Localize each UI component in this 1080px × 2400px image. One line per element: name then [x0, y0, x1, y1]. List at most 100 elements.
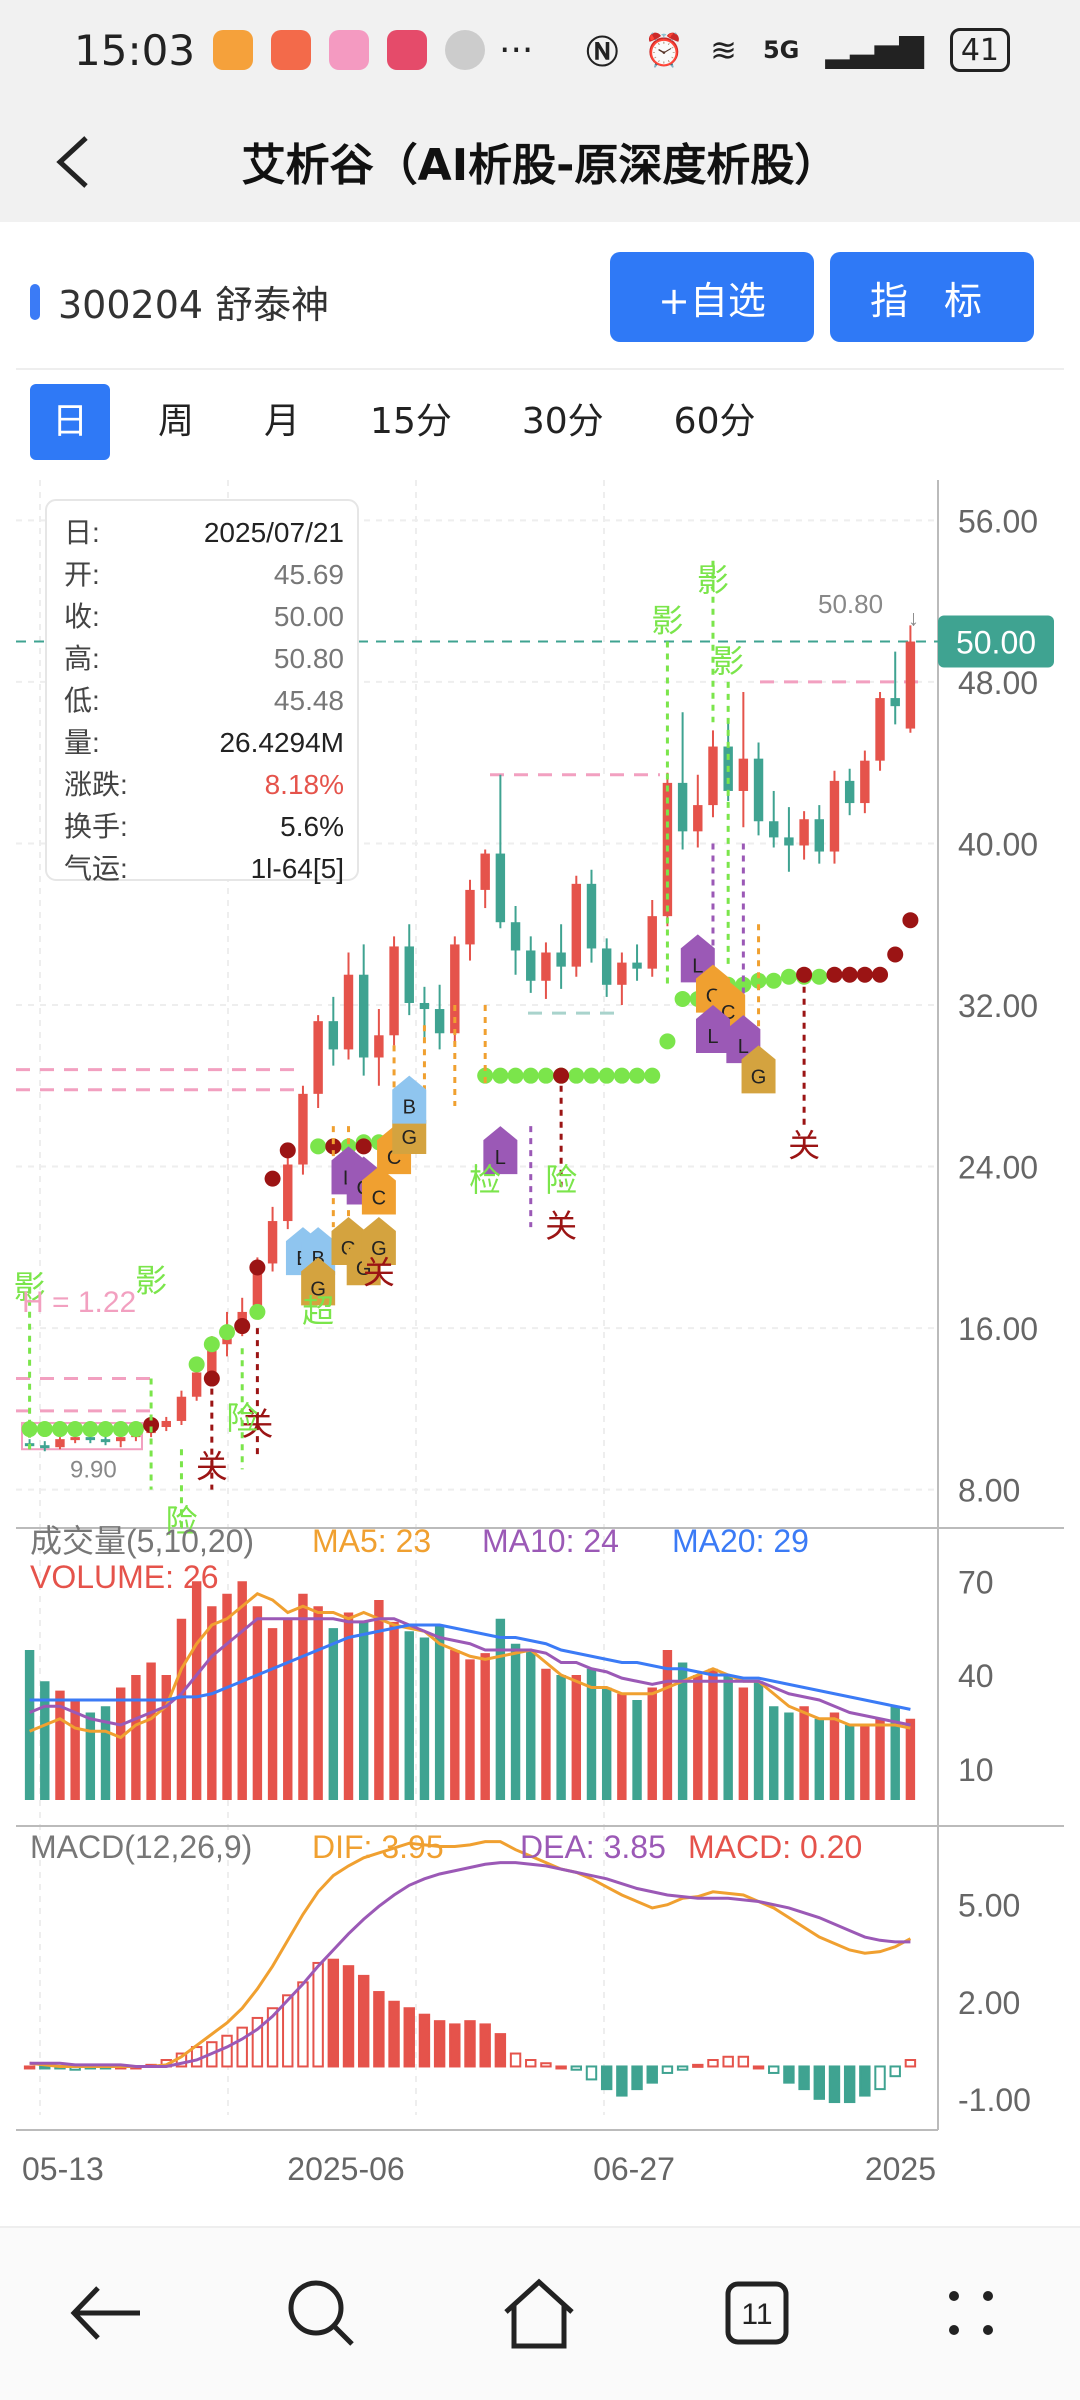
- music-icon: [329, 30, 370, 70]
- nav-tabs-button[interactable]: 11: [712, 2268, 802, 2358]
- macd-bar: [783, 2065, 795, 2084]
- volume-bar: [465, 1659, 475, 1800]
- signal-dot: [765, 972, 782, 989]
- candle-body: [313, 1021, 323, 1094]
- tab-30min[interactable]: 30分: [521, 401, 604, 442]
- volume-bar: [541, 1668, 551, 1800]
- volume-bar: [283, 1618, 293, 1800]
- tab-60min[interactable]: 60分: [673, 401, 756, 442]
- signal-dot: [735, 976, 752, 993]
- nav-search-button[interactable]: [276, 2268, 366, 2358]
- tab-month[interactable]: 月: [264, 401, 301, 442]
- wifi-icon: ≋: [710, 31, 737, 69]
- volume-title: 成交量(5,10,20): [30, 1523, 254, 1559]
- info-label: 涨跌:: [64, 769, 128, 800]
- macd-bar: [312, 1961, 324, 2068]
- candle-body: [374, 1035, 384, 1058]
- macd-bar: [616, 2065, 628, 2097]
- macd-value-label: MACD: 0.20: [688, 1829, 862, 1865]
- macd-bar: [813, 2065, 825, 2100]
- nav-back-button[interactable]: [62, 2268, 152, 2358]
- signal-dot: [143, 1417, 160, 1433]
- volume-bar: [799, 1706, 809, 1800]
- volume-bar: [389, 1621, 399, 1800]
- low-price-label: 9.90: [70, 1457, 117, 1484]
- macd-bar: [631, 2065, 643, 2091]
- candle-body: [328, 1021, 339, 1050]
- stock-header: 300204 舒泰神 +自选 指 标: [0, 222, 1080, 368]
- volume-bar: [191, 1581, 202, 1800]
- high-price-label: 50.80: [818, 589, 883, 619]
- candle-body: [632, 962, 642, 969]
- last-price-value: 50.00: [956, 625, 1036, 661]
- candle-body: [404, 946, 414, 1003]
- signal-dot: [659, 1033, 676, 1050]
- more-notifications-icon: ···: [499, 29, 534, 71]
- signal-dot: [188, 1356, 205, 1373]
- back-button[interactable]: [36, 122, 116, 202]
- signal-text-jian: 检: [469, 1162, 501, 1198]
- candle-body: [708, 746, 718, 806]
- macd-bar: [236, 2026, 248, 2068]
- candle-body: [495, 853, 506, 923]
- info-label: 低:: [64, 685, 100, 716]
- volume-bar: [844, 1725, 855, 1800]
- price-axis-label: 56.00: [958, 503, 1038, 539]
- tab-15min[interactable]: 15分: [370, 401, 452, 442]
- volume-bar: [860, 1725, 870, 1800]
- volume-bar: [419, 1637, 430, 1800]
- page-title: 艾析谷（AI析股-原深度析股）: [241, 140, 839, 191]
- candle-body: [875, 698, 885, 761]
- signal-dot: [507, 1067, 524, 1084]
- tab-week[interactable]: 周: [158, 401, 195, 442]
- macd-bar: [707, 2059, 719, 2068]
- nav-menu-button[interactable]: [926, 2268, 1016, 2358]
- tab-day[interactable]: 日: [30, 384, 111, 460]
- signal-text-chao: 超: [302, 1293, 334, 1329]
- period-tabs: 日 周 月 15分 30分 60分: [30, 382, 803, 462]
- svg-text:11: 11: [741, 2298, 772, 2331]
- macd-bar: [570, 2065, 583, 2071]
- macd-bar: [221, 2034, 233, 2068]
- volume-axis-label: 70: [958, 1564, 994, 1600]
- app-notification-icon: [271, 30, 312, 70]
- volume-bar: [70, 1700, 80, 1800]
- candle-body: [70, 1437, 80, 1441]
- stock-code-name: 300204 舒泰神: [58, 283, 330, 327]
- macd-bar: [23, 2065, 36, 2070]
- volume-bar: [222, 1593, 232, 1800]
- candle-body: [343, 974, 354, 1050]
- price-axis-label: 40.00: [958, 826, 1038, 862]
- signal-text-ying: 影: [697, 562, 729, 598]
- signal-marker: [392, 1075, 427, 1124]
- macd-dea-label: DEA: 3.85: [520, 1829, 666, 1865]
- candle-body: [799, 819, 809, 846]
- macd-bar: [768, 2065, 780, 2074]
- signal-dot: [841, 966, 858, 983]
- tabs-icon: 11: [725, 2281, 789, 2345]
- signal-dot: [872, 966, 889, 983]
- date-axis-label: 05-13: [22, 2151, 104, 2187]
- candle-body: [784, 837, 794, 846]
- info-label: 量:: [64, 727, 100, 758]
- macd-dif-label: DIF: 3.95: [312, 1829, 444, 1865]
- info-label: 日:: [64, 517, 100, 548]
- volume-bar: [252, 1606, 263, 1800]
- date-axis-label: 06-27: [593, 2151, 675, 2187]
- date-axis-label: 2025-06: [287, 2151, 404, 2187]
- stock-chart[interactable]: BBGLCGGGCCGBLLCCLLG影影影影影关关关关关险险险超检H = 1.…: [0, 470, 1080, 2190]
- candle-body: [526, 950, 536, 981]
- info-box: [45, 499, 359, 881]
- indicator-button[interactable]: 指 标: [830, 252, 1034, 342]
- chevron-left-icon: [56, 136, 88, 188]
- signal-dot: [249, 1303, 266, 1320]
- add-watchlist-button[interactable]: +自选: [610, 252, 814, 342]
- candle-body: [844, 780, 855, 804]
- signal-dot: [36, 1421, 53, 1438]
- macd-bar: [403, 2007, 415, 2068]
- info-label: 高:: [64, 643, 100, 674]
- title-bar: 艾析谷（AI析股-原深度析股）: [0, 100, 1080, 222]
- volume-bar: [526, 1650, 536, 1800]
- nav-home-button[interactable]: [494, 2268, 584, 2358]
- signal-text-guan: 关: [788, 1127, 820, 1163]
